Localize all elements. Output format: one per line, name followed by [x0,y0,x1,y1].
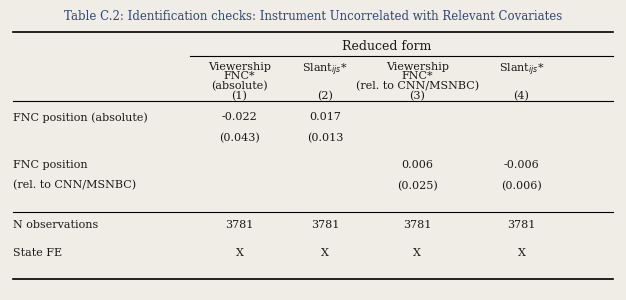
Text: 0.017: 0.017 [309,112,341,122]
Text: (3): (3) [409,91,425,101]
Text: (rel. to CNN/MSNBC): (rel. to CNN/MSNBC) [13,180,136,190]
Text: Slant$_{ijs}$*: Slant$_{ijs}$* [302,61,348,78]
Text: 3781: 3781 [225,220,254,230]
Text: (0.043): (0.043) [219,133,260,143]
Text: FNC position: FNC position [13,160,87,170]
Text: FNC position (absolute): FNC position (absolute) [13,112,148,123]
Text: 0.006: 0.006 [401,160,433,170]
Text: 3781: 3781 [403,220,431,230]
Text: FNC*: FNC* [223,71,255,81]
Text: (0.006): (0.006) [501,181,541,191]
Text: Viewership: Viewership [208,61,271,71]
Text: 3781: 3781 [507,220,536,230]
Text: (2): (2) [317,91,333,101]
Text: Slant$_{ijs}$*: Slant$_{ijs}$* [498,61,544,78]
Text: -0.006: -0.006 [503,160,539,170]
Text: (absolute): (absolute) [211,81,268,92]
Text: X: X [413,248,421,257]
Text: N observations: N observations [13,220,98,230]
Text: (rel. to CNN/MSNBC): (rel. to CNN/MSNBC) [356,81,479,92]
Text: X: X [518,248,525,257]
Text: 3781: 3781 [311,220,339,230]
Text: Viewership: Viewership [386,61,449,71]
Text: State FE: State FE [13,248,62,257]
Text: (4): (4) [513,91,530,101]
Text: FNC*: FNC* [401,71,433,81]
Text: X: X [235,248,244,257]
Text: X: X [321,248,329,257]
Text: (1): (1) [232,91,247,101]
Text: (0.013: (0.013 [307,133,344,143]
Text: Table C.2: Identification checks: Instrument Uncorrelated with Relevant Covariat: Table C.2: Identification checks: Instru… [64,11,562,23]
Text: (0.025): (0.025) [397,181,438,191]
Text: Reduced form: Reduced form [342,40,431,53]
Text: -0.022: -0.022 [222,112,257,122]
